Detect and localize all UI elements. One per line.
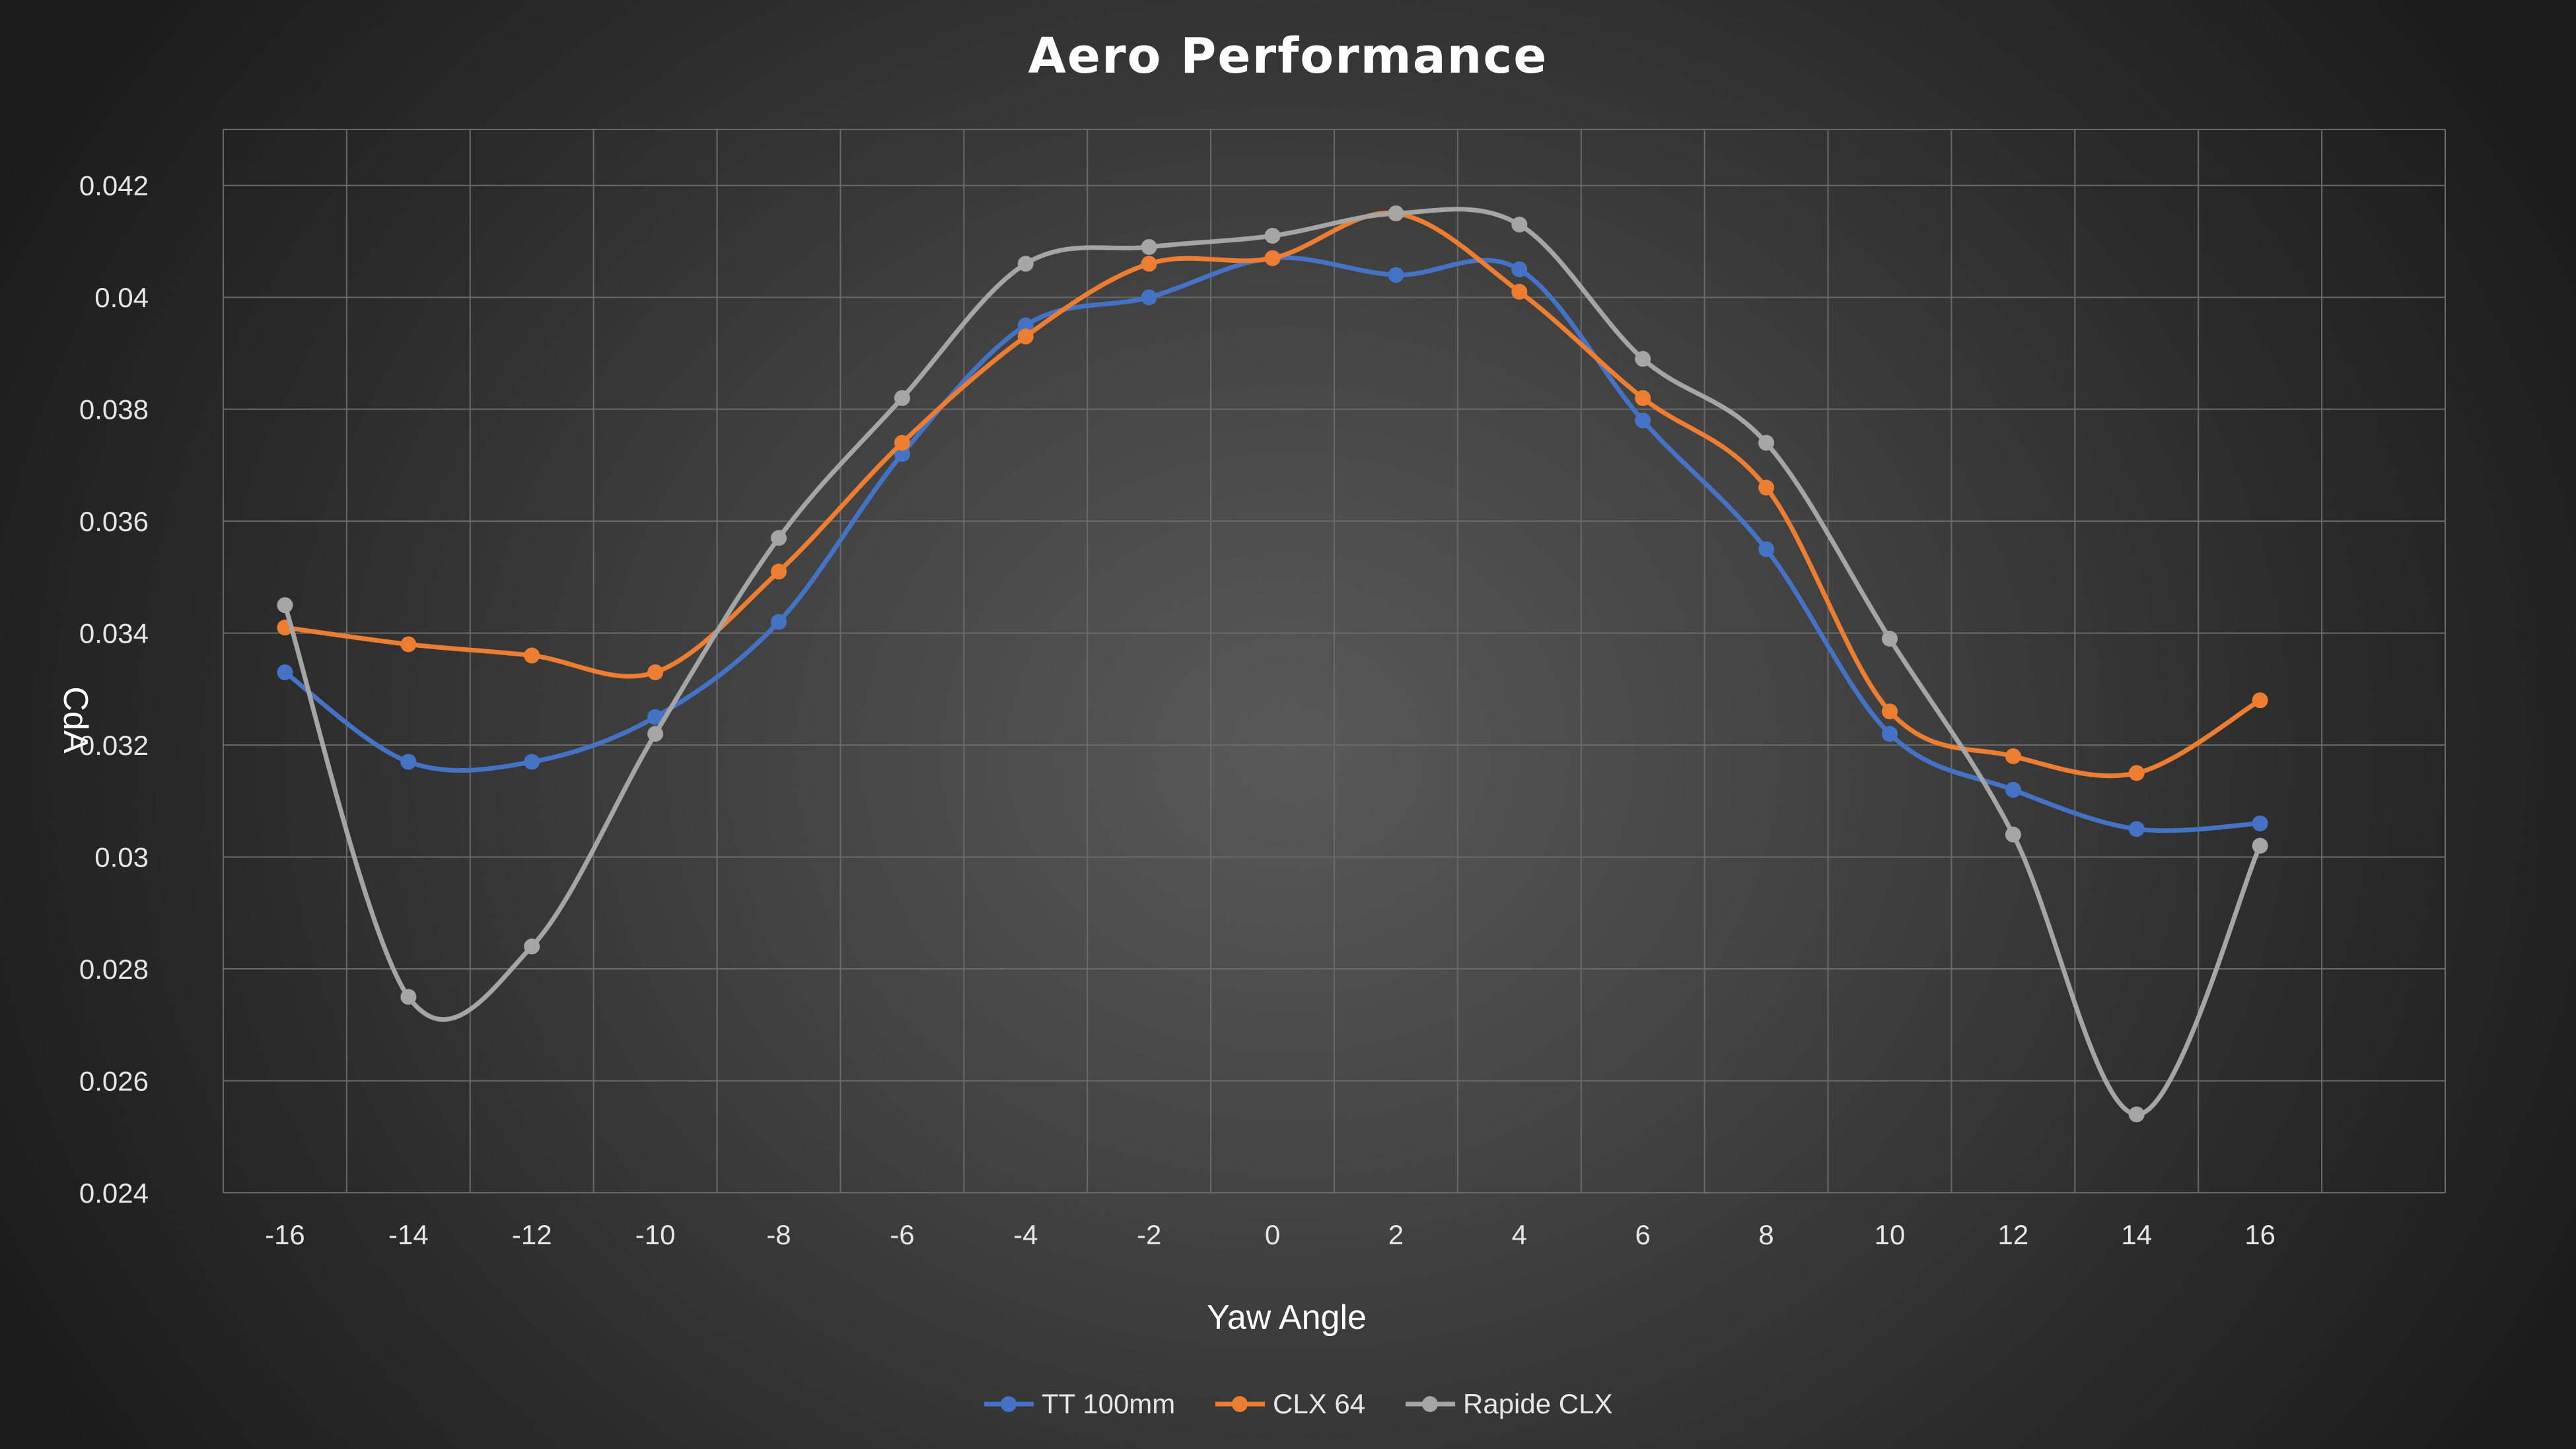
series-rapide-clx [277, 205, 2268, 1123]
data-point-tt-100mm [2005, 781, 2021, 798]
data-point-clx-64 [1758, 479, 1775, 496]
y-tick-label: 0.026 [79, 1066, 149, 1097]
x-tick-label: 10 [1875, 1219, 1906, 1250]
data-point-clx-64 [2128, 765, 2145, 781]
data-point-tt-100mm [524, 754, 540, 770]
y-axis-tick-labels: 0.024 0.026 0.028 0.03 0.032 0.034 0.036 0.038 0… [79, 170, 149, 1209]
data-point-rapide-clx [2005, 826, 2021, 843]
data-point-clx-64 [524, 647, 540, 664]
chart-title: Aero Performance [1028, 28, 1548, 85]
data-point-rapide-clx [1388, 205, 1404, 222]
x-tick-label: -2 [1137, 1219, 1161, 1250]
data-point-tt-100mm [1017, 317, 1034, 334]
data-point-rapide-clx [2252, 837, 2268, 854]
data-point-tt-100mm [1141, 289, 1157, 306]
data-point-tt-100mm [1882, 726, 1898, 742]
data-point-rapide-clx [1758, 435, 1775, 451]
y-tick-label: 0.024 [79, 1178, 149, 1209]
series-clx-64 [277, 205, 2268, 781]
x-tick-label: 16 [2244, 1219, 2275, 1250]
data-point-rapide-clx [1511, 217, 1528, 233]
data-point-tt-100mm [1758, 541, 1775, 557]
data-point-clx-64 [894, 435, 910, 451]
data-point-tt-100mm [2252, 815, 2268, 831]
legend: TT 100mm CLX 64 Rapide CLX [984, 1388, 1612, 1419]
x-tick-label: 6 [1635, 1219, 1651, 1250]
legend-label-tt-100mm: TT 100mm [1042, 1388, 1175, 1419]
x-axis-title: Yaw Angle [1207, 1298, 1367, 1337]
y-tick-label: 0.032 [79, 730, 149, 761]
y-tick-label: 0.028 [79, 954, 149, 985]
data-point-clx-64 [2005, 748, 2021, 765]
legend-label-clx-64: CLX 64 [1273, 1388, 1365, 1419]
y-tick-label: 0.042 [79, 170, 149, 201]
data-point-clx-64 [1141, 256, 1157, 272]
x-tick-label: -14 [388, 1219, 429, 1250]
data-point-rapide-clx [647, 726, 664, 742]
data-point-tt-100mm [400, 754, 417, 770]
y-axis-title: CdA [56, 686, 94, 753]
legend-marker-rapide-clx [1422, 1396, 1438, 1412]
y-tick-label: 0.036 [79, 506, 149, 537]
data-point-rapide-clx [400, 989, 417, 1005]
x-axis-tick-labels: -16 -14 -12 -10 -8 -6 -4 -2 0 2 4 6 8 10 12 14 16 [265, 1219, 2275, 1250]
data-point-tt-100mm [277, 664, 293, 680]
data-point-clx-64 [1017, 328, 1034, 345]
y-tick-label: 0.038 [79, 394, 149, 425]
x-tick-label: -4 [1013, 1219, 1038, 1250]
vertical-gridlines [223, 129, 2446, 1193]
data-point-rapide-clx [1635, 351, 1651, 367]
data-point-clx-64 [771, 563, 787, 580]
data-point-clx-64 [1511, 283, 1528, 300]
x-tick-label: 14 [2121, 1219, 2152, 1250]
legend-item-rapide-clx: Rapide CLX [1406, 1388, 1612, 1419]
x-tick-label: 4 [1512, 1219, 1527, 1250]
x-tick-label: -6 [890, 1219, 914, 1250]
data-point-tt-100mm [1511, 261, 1528, 277]
data-point-tt-100mm [894, 446, 910, 462]
legend-marker-tt-100mm [1001, 1396, 1017, 1412]
y-tick-label: 0.03 [94, 842, 149, 873]
data-point-tt-100mm [647, 709, 664, 725]
data-point-clx-64 [1635, 390, 1651, 406]
legend-label-rapide-clx: Rapide CLX [1463, 1388, 1612, 1419]
x-tick-label: -8 [766, 1219, 791, 1250]
series-layer [277, 205, 2268, 1123]
data-point-clx-64 [2252, 692, 2268, 709]
x-tick-label: 8 [1758, 1219, 1773, 1250]
x-tick-label: -10 [635, 1219, 676, 1250]
data-point-rapide-clx [1141, 238, 1157, 255]
legend-marker-clx-64 [1232, 1396, 1248, 1412]
x-tick-label: -16 [265, 1219, 305, 1250]
series-line-rapide-clx [282, 207, 2263, 1117]
x-tick-label: 0 [1265, 1219, 1280, 1250]
y-tick-label: 0.04 [94, 282, 149, 313]
series-line-clx-64 [282, 210, 2263, 779]
data-point-rapide-clx [1017, 256, 1034, 272]
x-tick-label: 12 [1998, 1219, 2029, 1250]
data-point-tt-100mm [2128, 821, 2145, 837]
x-tick-label: -12 [512, 1219, 552, 1250]
x-tick-label: 2 [1388, 1219, 1404, 1250]
data-point-clx-64 [647, 664, 664, 680]
data-point-rapide-clx [1882, 631, 1898, 647]
data-point-rapide-clx [894, 390, 910, 406]
data-point-tt-100mm [1388, 267, 1404, 283]
data-point-tt-100mm [1635, 412, 1651, 429]
data-point-clx-64 [1264, 250, 1281, 266]
data-point-clx-64 [1882, 703, 1898, 720]
legend-item-tt-100mm: TT 100mm [984, 1388, 1175, 1419]
data-point-tt-100mm [771, 614, 787, 630]
data-point-rapide-clx [2128, 1106, 2145, 1123]
data-point-rapide-clx [1264, 228, 1281, 244]
data-point-rapide-clx [524, 938, 540, 955]
data-point-rapide-clx [771, 530, 787, 546]
data-point-clx-64 [400, 636, 417, 653]
y-tick-label: 0.034 [79, 618, 149, 649]
data-point-rapide-clx [277, 597, 293, 614]
legend-item-clx-64: CLX 64 [1215, 1388, 1365, 1419]
